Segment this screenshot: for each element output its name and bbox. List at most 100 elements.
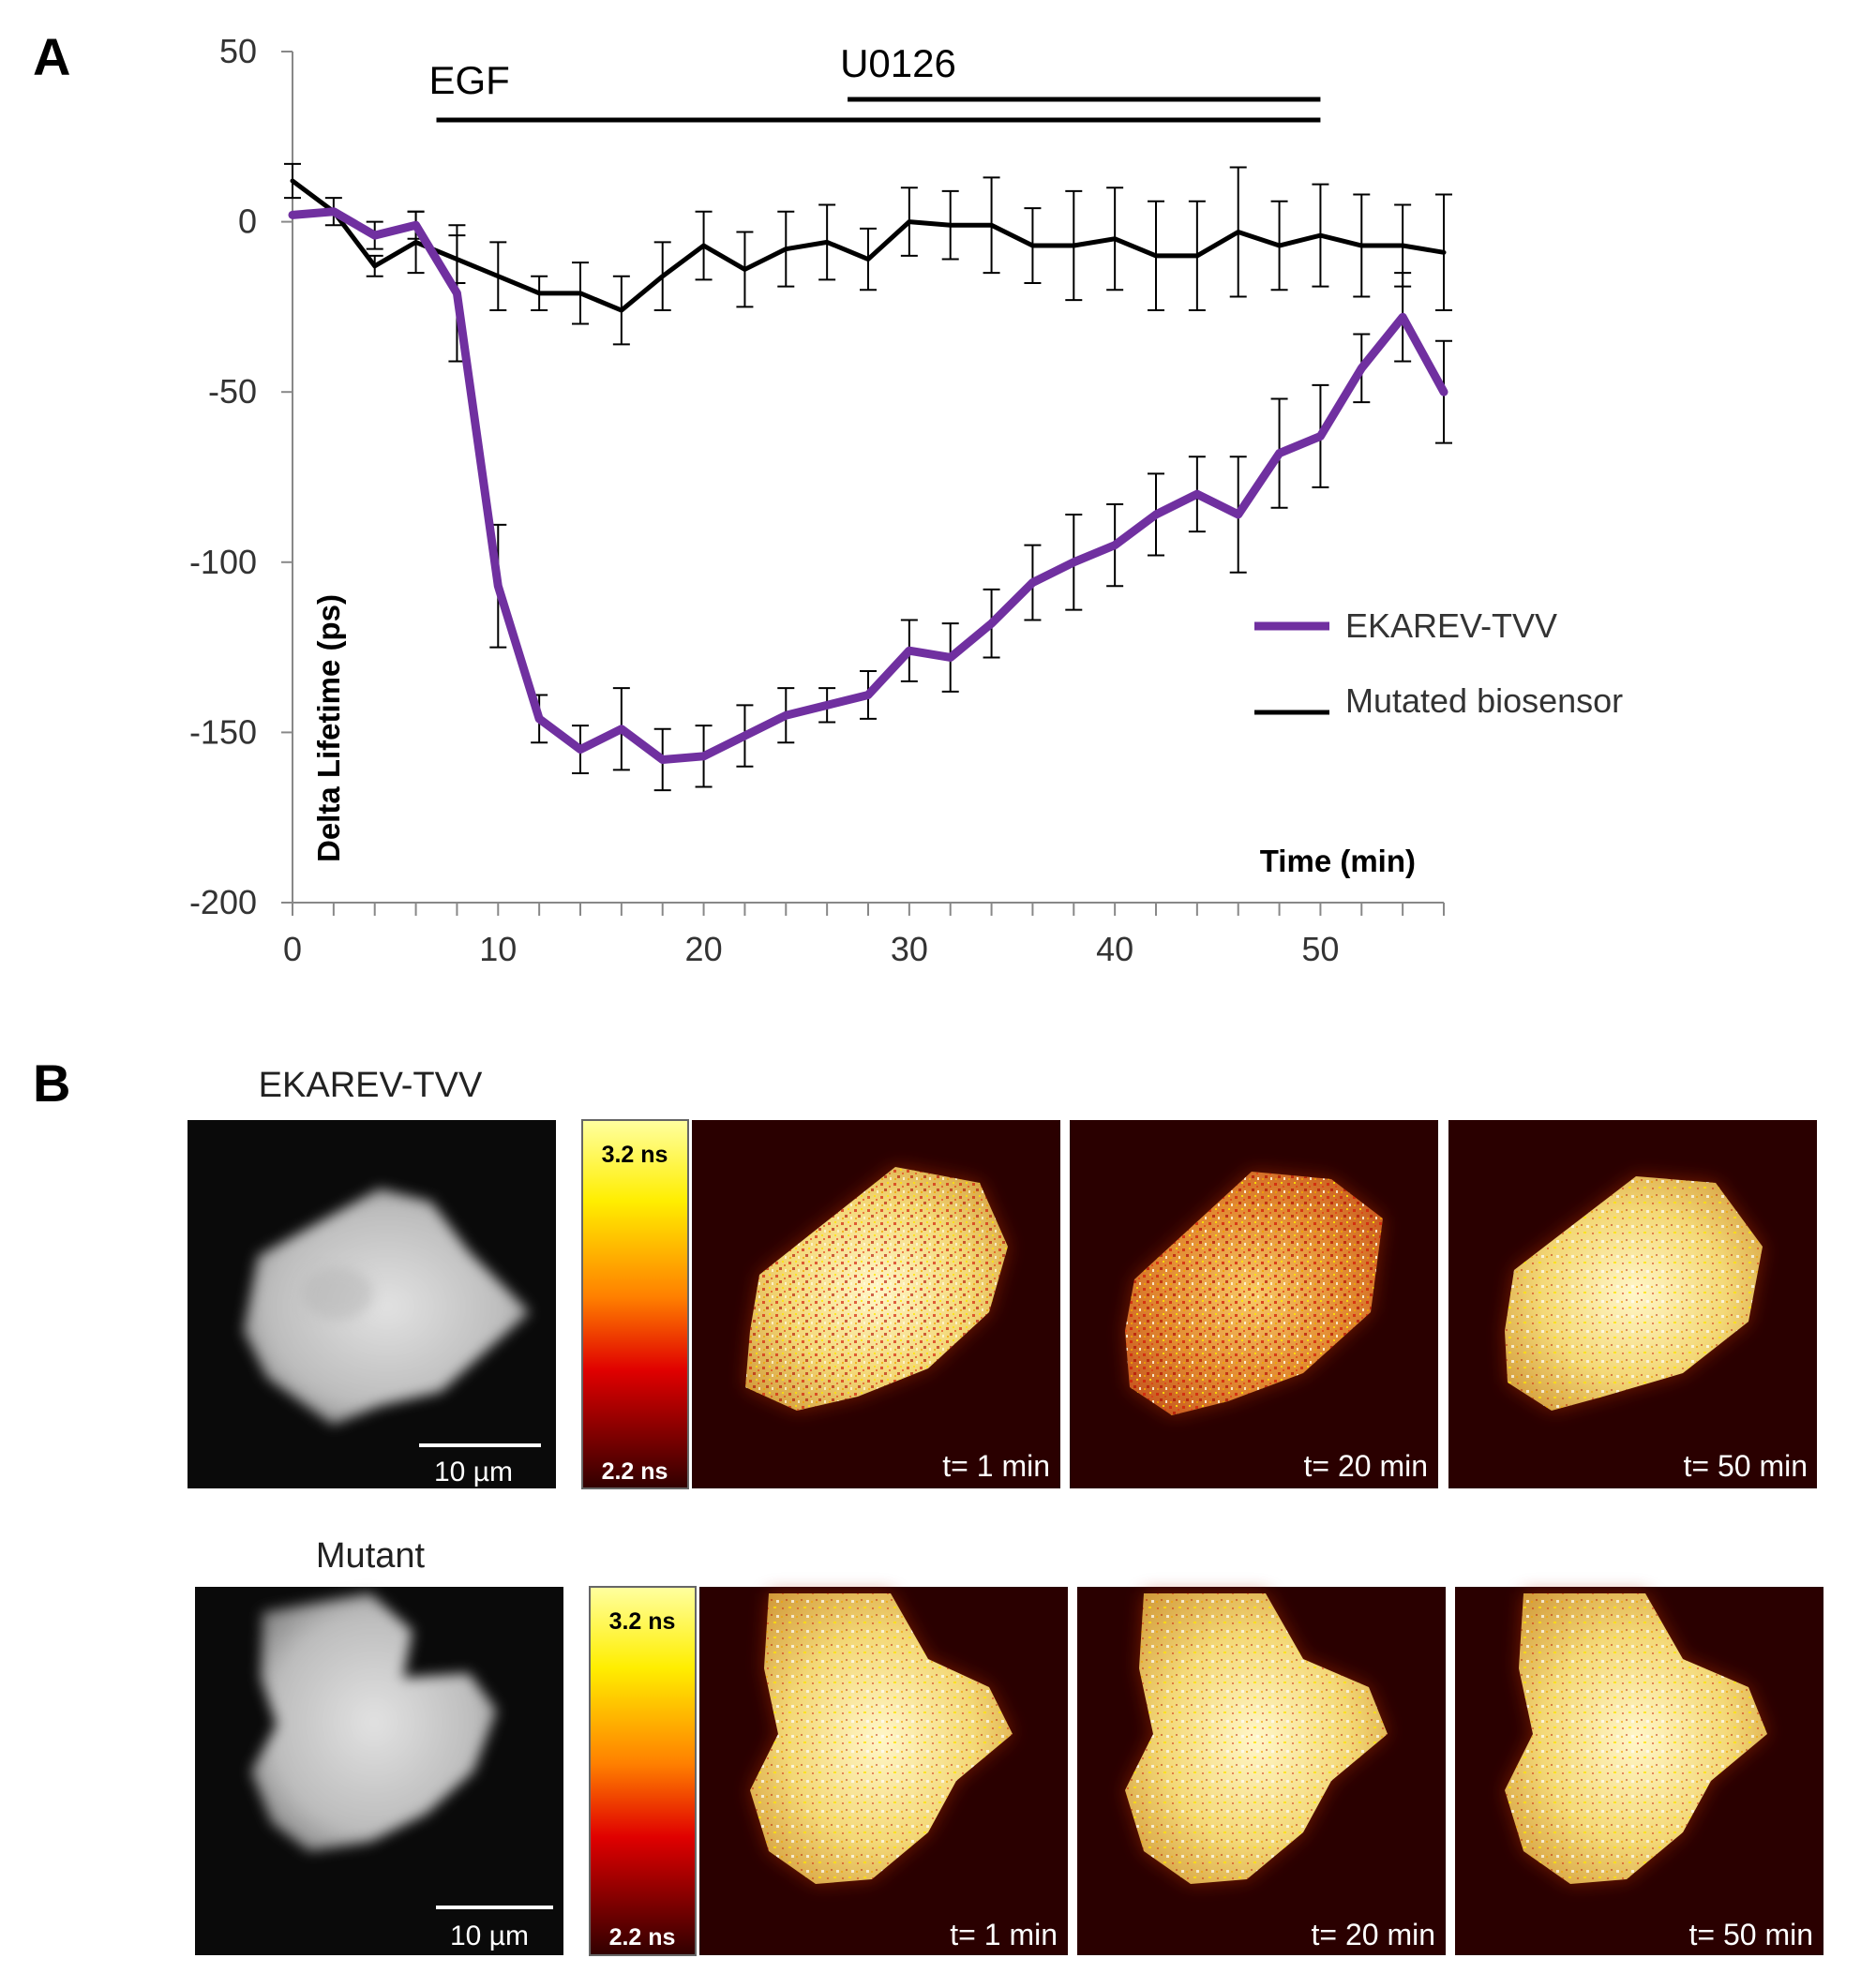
data-point <box>1442 390 1446 394</box>
y-tick-label: -50 <box>208 372 257 411</box>
panel-b-label: B <box>33 1054 70 1113</box>
data-point <box>537 717 541 721</box>
colorbar-max-mutant: 3.2 ns <box>609 1608 676 1635</box>
data-point <box>292 180 293 183</box>
data-point <box>949 655 953 659</box>
y-tick-label: -150 <box>189 712 257 751</box>
data-point <box>373 264 376 267</box>
colorbar-min-mutant: 2.2 ns <box>609 1924 676 1951</box>
row-title-ekarev: EKAREV-TVV <box>259 1066 483 1105</box>
treatment-label: U0126 <box>840 41 956 85</box>
data-point <box>825 703 829 707</box>
timepoint-ekarev-1: t= 1 min <box>942 1449 1050 1483</box>
data-point <box>702 245 705 247</box>
data-point <box>661 757 665 761</box>
y-tick-label: -100 <box>189 543 257 581</box>
y-tick-label: -200 <box>189 883 257 921</box>
data-point <box>579 291 581 294</box>
data-point <box>332 210 336 214</box>
chart-legend: EKAREV-TVV Mutated biosensor <box>1254 606 1623 720</box>
data-point <box>702 755 706 758</box>
legend-label-mutated: Mutated biosensor <box>1345 681 1623 720</box>
data-point <box>1031 245 1034 247</box>
data-point <box>497 275 500 277</box>
data-point <box>578 748 582 752</box>
data-point <box>1360 245 1363 247</box>
treatment-label: EGF <box>429 58 510 102</box>
data-point <box>908 649 911 652</box>
data-point <box>1073 245 1075 247</box>
data-point <box>1402 245 1404 247</box>
data-point <box>826 241 829 244</box>
data-point <box>414 241 417 244</box>
data-point <box>908 220 910 223</box>
timepoint-mutant-3: t= 50 min <box>1688 1918 1813 1951</box>
line-chart: EGF U0126 50 0 -50 -100 -150 -200 0 10 20 30 40 50 D… <box>189 32 1623 968</box>
x-axis-label: Time (min) <box>1260 844 1416 878</box>
x-tick-label: 40 <box>1096 930 1133 968</box>
timepoint-ekarev-2: t= 20 min <box>1303 1449 1428 1483</box>
x-tick-label: 0 <box>283 930 302 968</box>
data-point <box>743 734 746 738</box>
y-tick-label: 50 <box>219 32 257 70</box>
colorbar-min-ekarev: 2.2 ns <box>602 1458 668 1485</box>
fli-image-mutant-t50: t= 50 min <box>1455 1587 1823 1955</box>
data-point <box>1155 254 1157 257</box>
grayscale-image-mutant: 10 µm <box>195 1587 563 1955</box>
scale-bar-label-ekarev: 10 µm <box>434 1457 513 1487</box>
data-point <box>414 223 418 227</box>
data-point <box>867 258 869 261</box>
data-point <box>620 727 623 731</box>
x-tick-label: 10 <box>479 930 517 968</box>
x-tick-label: 20 <box>685 930 723 968</box>
fli-image-ekarev-t20: t= 20 min <box>1070 1120 1438 1488</box>
series-ekarev <box>288 207 1452 792</box>
chart-series <box>284 162 1452 792</box>
fli-image-mutant-t20: t= 20 min <box>1077 1587 1446 1955</box>
data-point <box>785 247 788 250</box>
data-point <box>1237 231 1239 233</box>
y-axis-label: Delta Lifetime (ps) <box>311 594 346 862</box>
timepoint-ekarev-3: t= 50 min <box>1683 1449 1808 1483</box>
data-point <box>1114 237 1117 240</box>
data-point <box>1113 544 1117 547</box>
data-point <box>620 309 623 312</box>
data-point <box>661 275 664 277</box>
x-tick-label: 50 <box>1301 930 1339 968</box>
data-point <box>784 713 788 717</box>
colorbar-max-ekarev: 3.2 ns <box>602 1142 668 1168</box>
data-point <box>949 224 952 227</box>
colorbar-mutant: 3.2 ns 2.2 ns <box>589 1586 697 1956</box>
data-point <box>1318 434 1322 438</box>
data-point <box>1359 366 1363 370</box>
timepoint-mutant-2: t= 20 min <box>1311 1918 1435 1951</box>
data-point <box>455 291 458 295</box>
panel-a-label: A <box>33 27 70 86</box>
grayscale-image-ekarev: 10 µm <box>188 1120 556 1488</box>
fli-image-ekarev-t50: t= 50 min <box>1448 1120 1817 1488</box>
data-point <box>1154 513 1158 516</box>
image-row-ekarev: EKAREV-TVV 10 µm 3.2 ns 2.2 ns t= 1 min <box>188 1066 1817 1489</box>
data-point <box>1401 315 1404 319</box>
data-point <box>1278 245 1281 247</box>
timepoint-mutant-1: t= 1 min <box>950 1918 1058 1951</box>
fli-image-mutant-t1: t= 1 min <box>699 1587 1068 1955</box>
data-point <box>1319 234 1322 237</box>
scale-bar-label-mutant: 10 µm <box>450 1921 529 1951</box>
x-tick-label: 30 <box>891 930 928 968</box>
data-point <box>1278 452 1282 456</box>
data-point <box>1030 581 1034 585</box>
colorbar-ekarev: 3.2 ns 2.2 ns <box>581 1119 689 1489</box>
data-point <box>1443 251 1445 254</box>
data-point <box>1195 254 1198 257</box>
data-point <box>1195 492 1199 496</box>
data-point <box>866 693 870 696</box>
data-point <box>990 621 994 625</box>
data-point <box>1072 561 1075 564</box>
y-tick-label: 0 <box>238 202 257 241</box>
image-row-mutant: Mutant 10 µm 3.2 ns 2.2 ns t= 1 min t= 2… <box>195 1536 1823 1956</box>
data-point <box>743 268 746 271</box>
legend-label-ekarev: EKAREV-TVV <box>1345 606 1557 645</box>
data-point <box>1237 513 1240 516</box>
